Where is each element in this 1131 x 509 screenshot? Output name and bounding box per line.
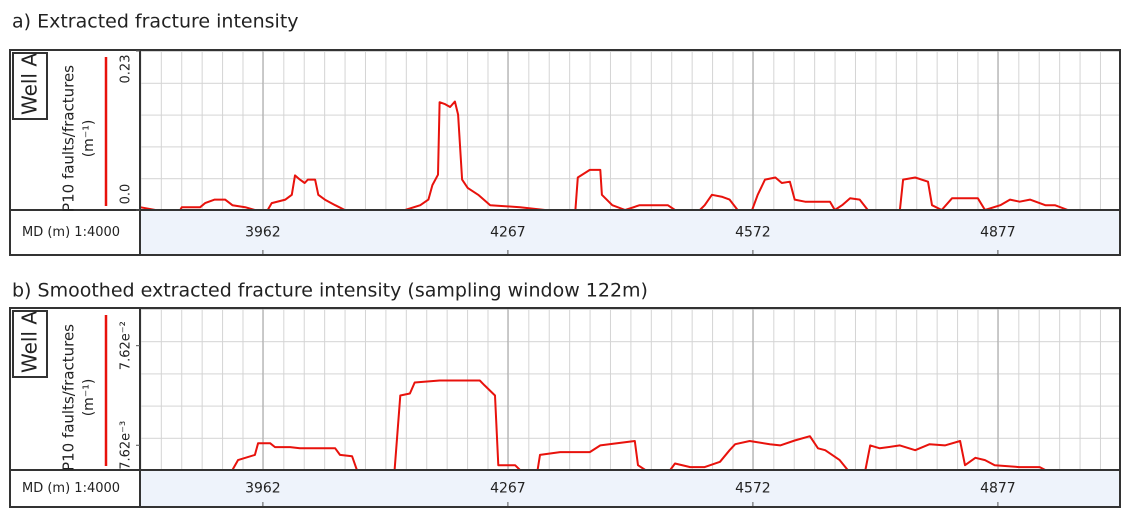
grid [140, 51, 1120, 210]
panel-frame [9, 307, 1121, 508]
x-axis-label: MD (m) 1:4000 [22, 225, 120, 240]
panel-frame [9, 49, 1121, 256]
y-tick-label: 7.62e⁻³ [119, 421, 134, 470]
y-tick-label: 0.0 [119, 184, 134, 205]
x-tick-label: 4877 [980, 481, 1016, 497]
x-tick-label: 4267 [490, 481, 526, 497]
x-tick-label: 4877 [980, 225, 1016, 241]
y-axis-label: P10 faults/fractures [60, 324, 78, 471]
y-tick-label: 0.23 [119, 55, 134, 84]
x-tick-label: 3962 [245, 225, 281, 241]
track-label: Well A [18, 311, 42, 373]
track-label-box [12, 310, 48, 378]
data-line [139, 100, 1069, 211]
panel-title: a) Extracted fracture intensity [12, 11, 299, 33]
x-tick-label: 4267 [490, 225, 526, 241]
y-axis-label: (m⁻¹) [81, 379, 97, 417]
grid [140, 309, 1120, 470]
x-tick-label: 3962 [245, 481, 281, 497]
panel-title: b) Smoothed extracted fracture intensity… [12, 280, 648, 302]
y-axis-label: (m⁻¹) [81, 120, 97, 158]
y-axis-label: P10 faults/fractures [60, 65, 78, 212]
x-tick-label: 4572 [735, 481, 771, 497]
track-label-box [12, 52, 48, 120]
x-tick-label: 4572 [735, 225, 771, 241]
x-axis-label: MD (m) 1:4000 [22, 481, 120, 496]
depth-strip [140, 210, 1120, 255]
y-tick-label: 7.62e⁻² [119, 321, 134, 370]
depth-strip [140, 470, 1120, 507]
track-label: Well A [18, 53, 42, 115]
